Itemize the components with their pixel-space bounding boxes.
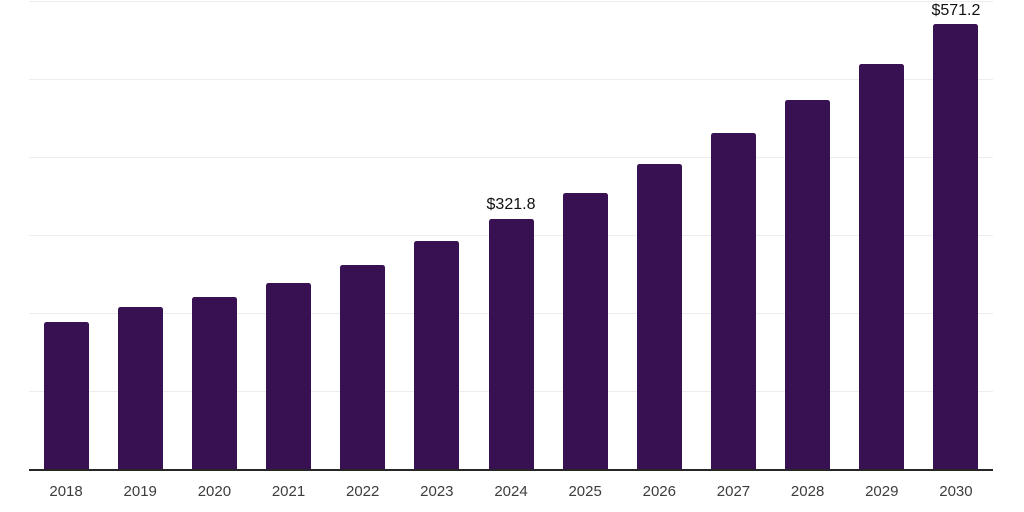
bar-2024: [488, 218, 534, 470]
gridline-400: [29, 156, 993, 158]
x-tick-label-2024: 2024: [494, 483, 528, 500]
x-tick-label-2022: 2022: [346, 483, 380, 500]
x-tick-label-2023: 2023: [420, 483, 454, 500]
gridline-600: [29, 0, 993, 2]
plot-area: $321.8 $571.2: [29, 0, 993, 470]
bar-2023: [414, 241, 460, 470]
data-label-2024: $321.8: [486, 196, 536, 214]
data-label-2030: $571.2: [931, 1, 981, 19]
x-tick-label-2026: 2026: [642, 483, 676, 500]
bar-2020: [191, 296, 237, 470]
bar-2028: [785, 100, 831, 470]
bar-2030: [933, 23, 979, 470]
x-tick-label-2027: 2027: [716, 483, 751, 500]
x-axis-line: [29, 469, 993, 471]
x-tick-label-2020: 2020: [197, 483, 232, 500]
bar-2026: [636, 164, 682, 470]
x-axis-tick-labels: 2018 2019 2020 2021 2022 2023 2024 2025 2026 2027…: [29, 482, 993, 504]
gridline-500: [29, 78, 993, 80]
bar-2025: [562, 192, 608, 470]
x-tick-label-2029: 2029: [865, 483, 899, 500]
x-tick-label-2025: 2025: [568, 483, 602, 500]
x-tick-label-2021: 2021: [271, 483, 306, 500]
x-tick-label-2018: 2018: [49, 483, 83, 500]
bar-2022: [340, 264, 386, 470]
x-tick-label-2030: 2030: [939, 483, 973, 500]
bar-2018: [43, 322, 89, 470]
bar-2029: [859, 63, 905, 470]
x-tick-label-2019: 2019: [123, 483, 157, 500]
bar-2027: [710, 132, 756, 470]
x-tick-label-2028: 2028: [790, 483, 825, 500]
bar-2021: [266, 283, 312, 470]
bar-2019: [117, 306, 163, 470]
